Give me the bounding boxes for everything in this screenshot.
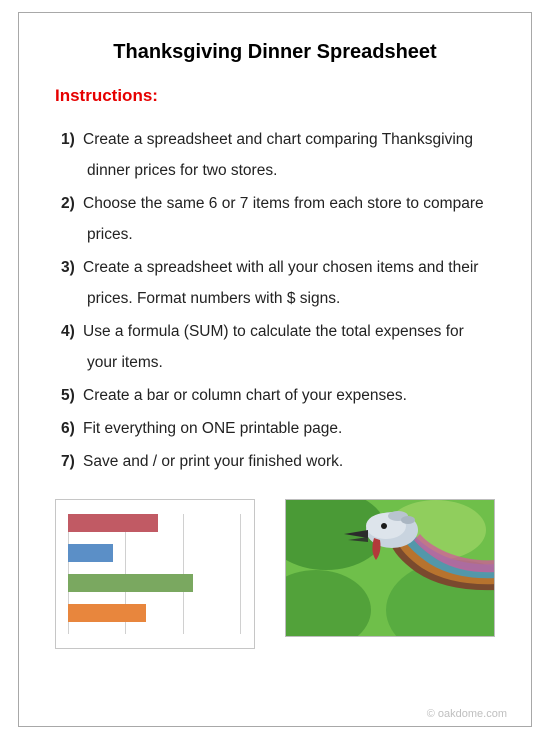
page-title: Thanksgiving Dinner Spreadsheet [55, 41, 495, 64]
chart-bar [68, 604, 146, 622]
turkey-image [285, 499, 495, 637]
example-bar-chart [55, 499, 255, 649]
chart-bar [68, 514, 158, 532]
chart-bar [68, 574, 193, 592]
step-7: Save and / or print your finished work. [61, 446, 495, 477]
step-1: Create a spreadsheet and chart comparing… [61, 124, 495, 186]
chart-bar [68, 544, 113, 562]
chart-gridline [240, 514, 241, 634]
figures-row [55, 499, 495, 649]
instructions-heading: Instructions: [55, 86, 495, 106]
step-2: Choose the same 6 or 7 items from each s… [61, 188, 495, 250]
credit-text: © oakdome.com [427, 708, 507, 720]
step-5: Create a bar or column chart of your exp… [61, 380, 495, 411]
chart-plot [68, 514, 242, 634]
instructions-list: Create a spreadsheet and chart comparing… [55, 124, 495, 477]
step-4: Use a formula (SUM) to calculate the tot… [61, 316, 495, 378]
step-6: Fit everything on ONE printable page. [61, 413, 495, 444]
step-3: Create a spreadsheet with all your chose… [61, 252, 495, 314]
document-page: Thanksgiving Dinner Spreadsheet Instruct… [18, 12, 532, 727]
turkey-svg [286, 500, 495, 637]
